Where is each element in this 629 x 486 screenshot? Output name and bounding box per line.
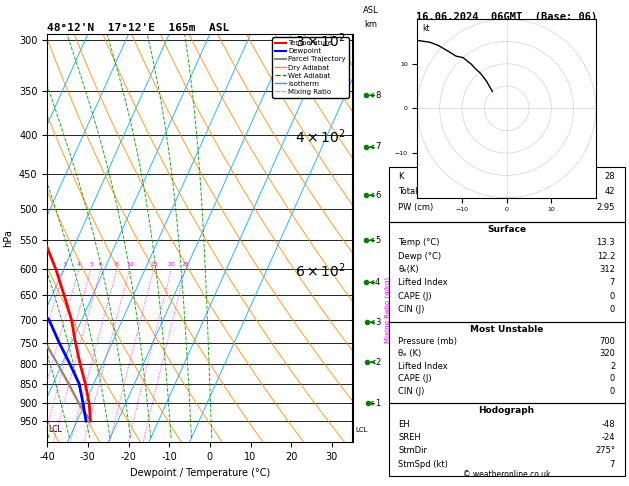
X-axis label: Dewpoint / Temperature (°C): Dewpoint / Temperature (°C) [130, 468, 270, 478]
Text: LCL: LCL [48, 425, 62, 434]
Text: © weatheronline.co.uk: © weatheronline.co.uk [463, 470, 550, 479]
Text: 0: 0 [610, 387, 615, 396]
Text: 0: 0 [610, 374, 615, 383]
Text: Surface: Surface [487, 225, 526, 234]
Text: 42: 42 [604, 187, 615, 196]
Text: Most Unstable: Most Unstable [470, 325, 543, 333]
Text: θₑ(K): θₑ(K) [398, 265, 419, 274]
Text: km: km [364, 20, 377, 30]
Text: 7: 7 [610, 278, 615, 287]
Text: 2: 2 [610, 362, 615, 371]
Text: Lifted Index: Lifted Index [398, 362, 448, 371]
Text: 4: 4 [375, 278, 380, 287]
Text: 700: 700 [599, 337, 615, 346]
Text: 28: 28 [604, 172, 615, 181]
Text: 13.3: 13.3 [596, 239, 615, 247]
Text: 1: 1 [375, 399, 380, 408]
Text: Hodograph: Hodograph [479, 406, 535, 415]
Text: StmDir: StmDir [398, 446, 427, 455]
Text: 48°12'N  17°12'E  165m  ASL: 48°12'N 17°12'E 165m ASL [47, 23, 230, 33]
Text: CIN (J): CIN (J) [398, 387, 425, 396]
Text: 2.95: 2.95 [597, 203, 615, 212]
Text: 15: 15 [150, 262, 158, 267]
Text: ASL: ASL [363, 6, 379, 15]
Text: -48: -48 [601, 419, 615, 429]
Text: 20: 20 [167, 262, 175, 267]
Text: θₑ (K): θₑ (K) [398, 349, 421, 359]
Text: 7: 7 [610, 460, 615, 469]
Text: 4: 4 [77, 262, 81, 267]
Text: CAPE (J): CAPE (J) [398, 374, 431, 383]
Text: 10: 10 [126, 262, 134, 267]
Text: EH: EH [398, 419, 409, 429]
Text: -24: -24 [602, 433, 615, 442]
Text: 25: 25 [181, 262, 189, 267]
Text: PW (cm): PW (cm) [398, 203, 433, 212]
Text: 3: 3 [62, 262, 66, 267]
Text: Pressure (mb): Pressure (mb) [398, 337, 457, 346]
Text: 8: 8 [115, 262, 119, 267]
Text: 0: 0 [610, 292, 615, 301]
Text: K: K [398, 172, 404, 181]
Bar [389, 167, 625, 222]
Text: Dewp (°C): Dewp (°C) [398, 252, 442, 261]
Text: 12.2: 12.2 [597, 252, 615, 261]
Legend: Temperature, Dewpoint, Parcel Trajectory, Dry Adiabat, Wet Adiabat, Isotherm, Mi: Temperature, Dewpoint, Parcel Trajectory… [272, 37, 348, 98]
Text: LCL: LCL [355, 427, 368, 433]
Bar [389, 402, 625, 476]
Bar [389, 222, 625, 322]
Text: 3: 3 [375, 318, 381, 327]
Text: 275°: 275° [595, 446, 615, 455]
Text: 5: 5 [89, 262, 93, 267]
Text: Temp (°C): Temp (°C) [398, 239, 440, 247]
Text: CAPE (J): CAPE (J) [398, 292, 431, 301]
Text: StmSpd (kt): StmSpd (kt) [398, 460, 448, 469]
Text: 6: 6 [375, 191, 381, 200]
Text: CIN (J): CIN (J) [398, 305, 425, 314]
Text: 0: 0 [610, 305, 615, 314]
Y-axis label: hPa: hPa [3, 229, 13, 247]
Text: 7: 7 [375, 142, 381, 152]
Text: 2: 2 [375, 358, 380, 366]
Text: 5: 5 [375, 236, 380, 244]
Text: Mixing Ratio (g/kg): Mixing Ratio (g/kg) [384, 278, 391, 344]
Text: 312: 312 [599, 265, 615, 274]
Text: Lifted Index: Lifted Index [398, 278, 448, 287]
Text: 6: 6 [99, 262, 103, 267]
Text: 8: 8 [375, 91, 381, 100]
Text: 320: 320 [599, 349, 615, 359]
Bar [389, 322, 625, 402]
Text: SREH: SREH [398, 433, 421, 442]
Text: Totals Totals: Totals Totals [398, 187, 448, 196]
Text: 16.06.2024  06GMT  (Base: 06): 16.06.2024 06GMT (Base: 06) [416, 12, 598, 22]
